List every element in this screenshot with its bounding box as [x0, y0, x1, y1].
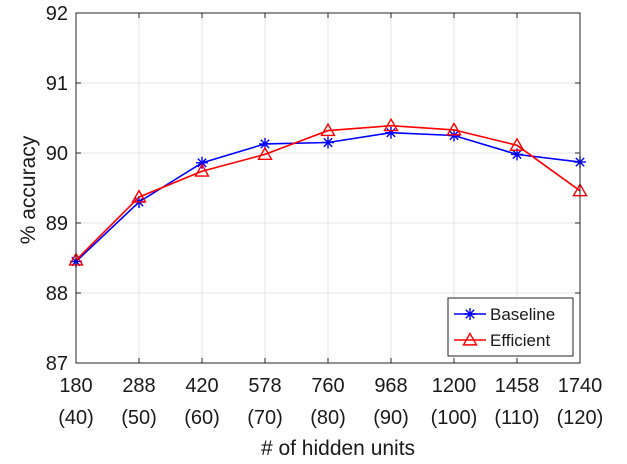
- x-tick-label: 1200: [432, 375, 477, 397]
- x-tick-sublabel: (50): [121, 407, 157, 429]
- x-tick-sublabel: (80): [310, 407, 346, 429]
- legend-item-efficient: Efficient: [454, 331, 550, 350]
- legend-items: Baseline Efficient: [454, 305, 555, 350]
- x-tick-label: 578: [248, 375, 281, 397]
- data-point-baseline: [448, 129, 460, 142]
- y-tick-label: 89: [46, 213, 68, 235]
- data-point-baseline: [385, 126, 397, 139]
- series-line-efficient: [75, 124, 581, 261]
- data-point-baseline: [196, 156, 208, 169]
- data-point-baseline: [259, 137, 271, 150]
- x-tick-sublabel: (100): [431, 407, 478, 429]
- legend-marker-baseline: [464, 308, 476, 320]
- legend-label-efficient: Efficient: [490, 331, 550, 350]
- data-point-efficient: [194, 163, 210, 177]
- x-tick-label: 760: [311, 375, 344, 397]
- y-tick-label: 91: [46, 73, 68, 95]
- x-tick-label: 1458: [495, 375, 540, 397]
- data-point-efficient: [446, 121, 462, 136]
- data-point-efficient: [320, 122, 336, 137]
- x-tick-label: 1740: [558, 375, 603, 397]
- legend-label-baseline: Baseline: [490, 305, 555, 324]
- y-axis-label: % accuracy: [17, 135, 40, 244]
- x-tick-label: 968: [374, 375, 407, 397]
- legend-marker-efficient: [462, 332, 478, 346]
- x-tick-sublabel: (110): [494, 407, 539, 429]
- data-point-efficient: [257, 146, 273, 160]
- x-tick-labels: 180 (40) 288 (50) 420 (60) 578 (70) 760 (80) 968 (9…: [58, 375, 603, 429]
- x-tick-sublabel: (120): [557, 407, 604, 429]
- legend-item-baseline: Baseline: [454, 305, 555, 324]
- legend-box: [447, 297, 574, 357]
- x-tick-label: 288: [122, 375, 155, 397]
- y-tick-labels: 87 88 89 90 91 92: [46, 3, 68, 375]
- data-point-efficient: [509, 137, 525, 151]
- series-layer: [68, 117, 588, 268]
- y-tick-label: 92: [46, 3, 68, 25]
- y-tick-label: 87: [46, 353, 68, 375]
- data-point-efficient: [131, 189, 147, 203]
- x-tick-sublabel: (60): [184, 407, 220, 429]
- data-point-baseline: [322, 136, 334, 149]
- x-tick-label: 420: [185, 375, 218, 397]
- data-point-baseline: [511, 148, 523, 161]
- y-tick-label: 88: [46, 283, 68, 305]
- data-point-efficient: [383, 117, 399, 132]
- x-axis-label: # of hidden units: [261, 437, 415, 460]
- axis-ticks: [75, 12, 581, 364]
- x-tick-label: 180: [59, 375, 92, 397]
- legend: Baseline Efficient: [447, 297, 574, 357]
- y-tick-label: 90: [46, 143, 68, 165]
- x-tick-sublabel: (40): [58, 407, 94, 429]
- x-tick-sublabel: (90): [373, 407, 409, 429]
- x-tick-sublabel: (70): [247, 407, 283, 429]
